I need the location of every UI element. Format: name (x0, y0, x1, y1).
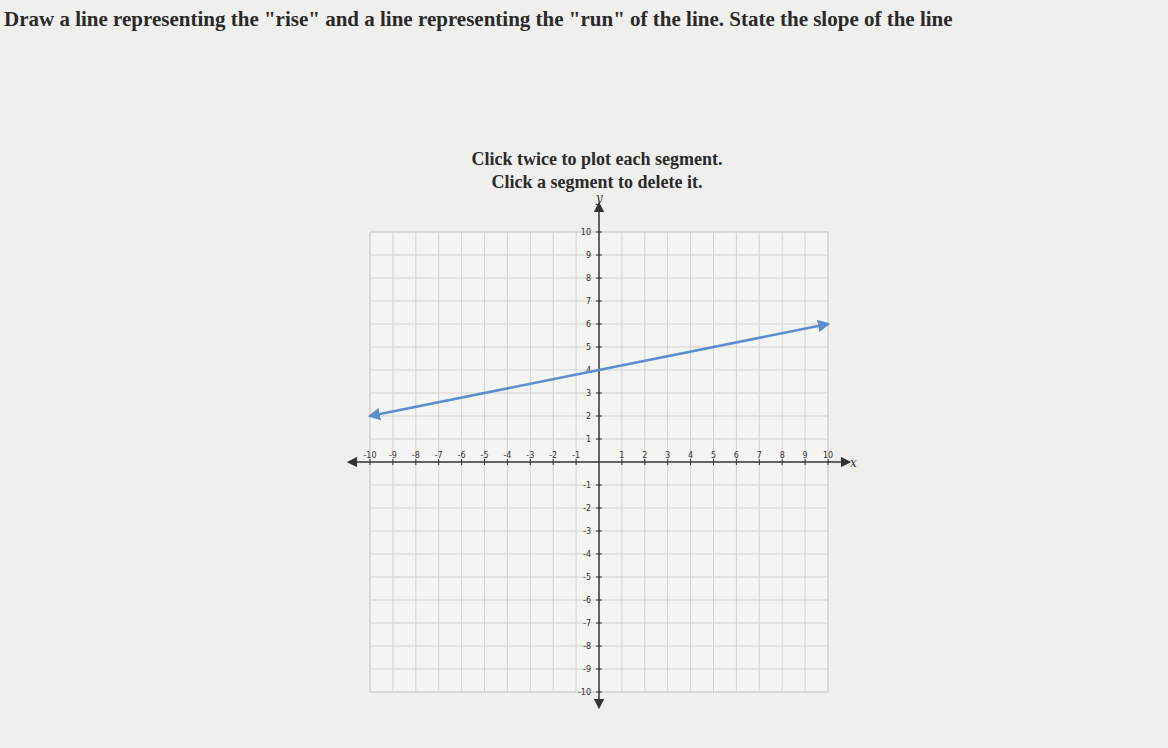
tick-label: -7 (435, 451, 443, 460)
tick-label: 7 (757, 451, 762, 460)
grid-line (370, 623, 828, 624)
tick (596, 393, 602, 394)
tick-label: -4 (503, 451, 511, 460)
tick-label: 3 (665, 451, 670, 460)
tick (596, 508, 602, 509)
tick-label: 6 (586, 320, 591, 329)
tick-label: 10 (581, 228, 591, 237)
tick-label: -1 (572, 451, 580, 460)
y-axis (598, 207, 600, 704)
tick (596, 416, 602, 417)
tick (596, 324, 602, 325)
tick-label: -10 (363, 451, 376, 460)
data-line (370, 324, 828, 416)
grid-line (370, 531, 828, 532)
tick-label: 8 (586, 274, 591, 283)
tick (596, 692, 602, 693)
grid-line (370, 232, 828, 233)
tick-label: 4 (688, 451, 693, 460)
tick-label: -3 (583, 527, 591, 536)
grid-line (370, 669, 828, 670)
tick (596, 347, 602, 348)
grid-line (370, 554, 828, 555)
page: Draw a line representing the "rise" and … (0, 0, 1168, 748)
grid-line (370, 439, 828, 440)
tick-label: -1 (583, 481, 591, 490)
tick-label: 9 (586, 251, 591, 260)
tick (596, 255, 602, 256)
tick-label: 5 (711, 451, 716, 460)
tick-label: -5 (481, 451, 489, 460)
tick (596, 554, 602, 555)
grid-line (370, 347, 828, 348)
grid-line (370, 393, 828, 394)
data-group (370, 324, 828, 416)
question-title: Draw a line representing the "rise" and … (4, 7, 953, 31)
tick-label: -10 (578, 688, 591, 697)
tick-label: 2 (642, 451, 647, 460)
tick (596, 669, 602, 670)
tick-label: -3 (526, 451, 534, 460)
grid-line (370, 646, 828, 647)
grid-line (370, 508, 828, 509)
tick-label: 5 (586, 343, 591, 352)
tick (596, 623, 602, 624)
tick-label: 10 (823, 451, 833, 460)
tick (596, 439, 602, 440)
grid-line (370, 485, 828, 486)
tick-label: 1 (586, 435, 591, 444)
tick (596, 600, 602, 601)
tick (596, 278, 602, 279)
x-axis-label: x (850, 456, 857, 470)
tick-label: -9 (583, 665, 591, 674)
tick-label: 6 (734, 451, 739, 460)
tick (596, 577, 602, 578)
tick-label: -6 (583, 596, 591, 605)
tick-label: -2 (549, 451, 557, 460)
grid-line (370, 255, 828, 256)
tick-label: 8 (780, 451, 785, 460)
tick (596, 232, 602, 233)
grid-line (370, 301, 828, 302)
tick-label: -6 (458, 451, 466, 460)
tick (596, 531, 602, 532)
grid-line (370, 416, 828, 417)
tick-label: -8 (412, 451, 420, 460)
tick-label: -9 (389, 451, 397, 460)
grid-line (370, 577, 828, 578)
tick-label: -4 (583, 550, 591, 559)
tick-label: 3 (586, 389, 591, 398)
grid-line (370, 692, 828, 693)
tick-label: -8 (583, 642, 591, 651)
grid-line (370, 600, 828, 601)
y-axis-label: y (595, 191, 603, 205)
instruction: Click twice to plot each segment. (472, 149, 723, 169)
tick-label: 7 (586, 297, 591, 306)
grid-line (370, 278, 828, 279)
tick (596, 301, 602, 302)
grid-line (370, 324, 828, 325)
tick-label: -7 (583, 619, 591, 628)
tick-label: -2 (583, 504, 591, 513)
tick-label: -5 (583, 573, 591, 582)
tick-label: 1 (619, 451, 624, 460)
tick-label: 9 (803, 451, 808, 460)
tick (596, 646, 602, 647)
instruction: Click a segment to delete it. (492, 172, 703, 192)
tick-label: 2 (586, 412, 591, 421)
tick (596, 485, 602, 486)
